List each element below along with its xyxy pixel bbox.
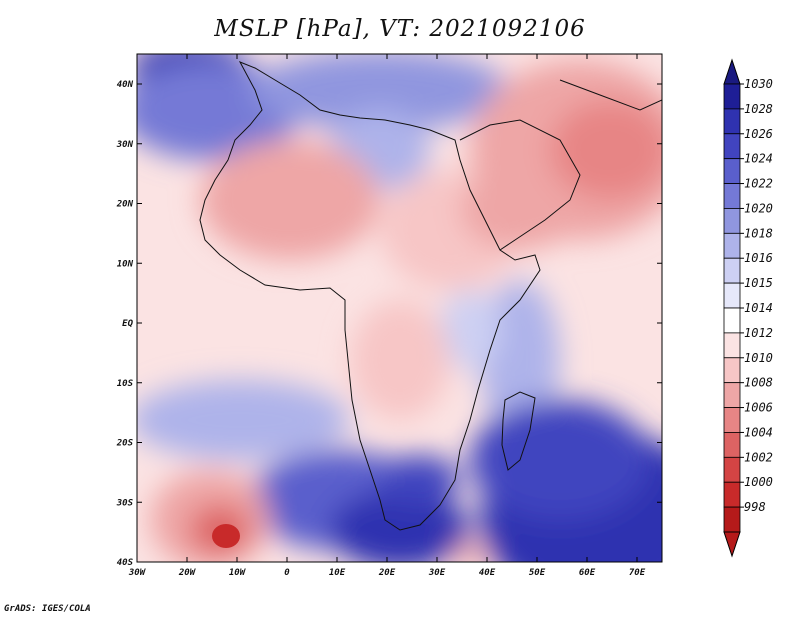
colorbar-swatch: [723, 332, 741, 359]
colorbar-bottom-arrow: [723, 531, 741, 558]
colorbar-swatch: [723, 282, 741, 309]
lat-tick-label: 40S: [117, 558, 134, 568]
colorbar-label: 1008: [744, 376, 773, 390]
colorbar-swatch: [723, 506, 741, 533]
lon-tick-label: 20W: [178, 568, 197, 578]
colorbar-swatch: [723, 407, 741, 433]
colorbar-swatch: [723, 432, 741, 458]
colorbar-label: 1014: [744, 301, 773, 315]
lon-tick-label: 60E: [579, 568, 596, 578]
colorbar-label: 1030: [744, 77, 773, 91]
lon-tick-label: 0: [284, 568, 290, 578]
lat-tick-label: 40N: [117, 80, 134, 90]
lon-tick-label: 40E: [479, 568, 496, 578]
lon-tick-label: 70E: [629, 568, 646, 578]
map-frame: [136, 53, 663, 563]
lat-tick-label: EQ: [122, 319, 133, 329]
colorbar-label: 1000: [744, 475, 773, 489]
colorbar-label: 1018: [744, 226, 773, 240]
lat-tick-label: 20S: [116, 439, 134, 449]
coastlines: [199, 61, 662, 531]
colorbar: 1030 1028 1026 1024 1022 1020 1018 1016 1015 1014…: [723, 58, 773, 558]
colorbar-label: 1024: [744, 152, 773, 166]
colorbar-label: 1002: [744, 450, 773, 464]
colorbar-label: 1010: [744, 351, 773, 365]
colorbar-label: 1012: [744, 326, 773, 340]
grads-credit: GrADS: IGES/COLA: [4, 604, 91, 614]
pressure-field: [137, 54, 662, 562]
lat-tick-label: 10N: [117, 259, 134, 269]
colorbar-swatch: [723, 183, 741, 209]
colorbar-label: 1016: [744, 251, 773, 265]
colorbar-swatch: [723, 133, 741, 160]
colorbar-swatch: [723, 357, 741, 384]
lat-tick-label: 30S: [116, 498, 134, 508]
chart-title: MSLP [hPa], VT: 2021092106: [214, 16, 586, 42]
colorbar-label: 1026: [744, 127, 773, 141]
longitude-axis: 30W 20W 10W 0 10E 20E 30E 40E 50E 60E 70E: [128, 54, 646, 578]
lon-tick-label: 10E: [329, 568, 346, 578]
lat-tick-label: 10S: [117, 379, 134, 389]
latitude-axis: 40N 30N 20N 10N EQ 10S 20S 30S 40S: [116, 80, 662, 568]
colorbar-swatch: [723, 307, 741, 334]
lat-tick-label: 20N: [116, 200, 134, 210]
colorbar-swatch: [723, 83, 741, 110]
colorbar-label: 1022: [744, 177, 773, 191]
lat-tick-label: 30N: [116, 140, 134, 150]
colorbar-swatch: [723, 108, 741, 135]
colorbar-swatch: [723, 257, 741, 284]
lon-tick-label: 20E: [378, 568, 396, 578]
colorbar-label: 1004: [744, 425, 773, 439]
colorbar-swatch: [723, 208, 741, 234]
colorbar-swatch: [723, 158, 741, 184]
colorbar-swatch: [723, 232, 741, 259]
lon-tick-label: 30E: [428, 568, 446, 578]
colorbar-swatch: [723, 456, 741, 483]
colorbar-label: 1006: [744, 401, 773, 415]
colorbar-label: 998: [744, 500, 766, 514]
lon-tick-label: 10W: [229, 568, 247, 578]
colorbar-label: 1028: [744, 102, 773, 116]
colorbar-label: 1020: [744, 201, 773, 215]
colorbar-swatch: [723, 382, 741, 408]
colorbar-swatch: [723, 481, 741, 508]
lon-tick-label: 50E: [529, 568, 546, 578]
lon-tick-label: 30W: [128, 568, 147, 578]
colorbar-label: 1015: [744, 276, 773, 290]
colorbar-top-arrow: [723, 58, 741, 85]
